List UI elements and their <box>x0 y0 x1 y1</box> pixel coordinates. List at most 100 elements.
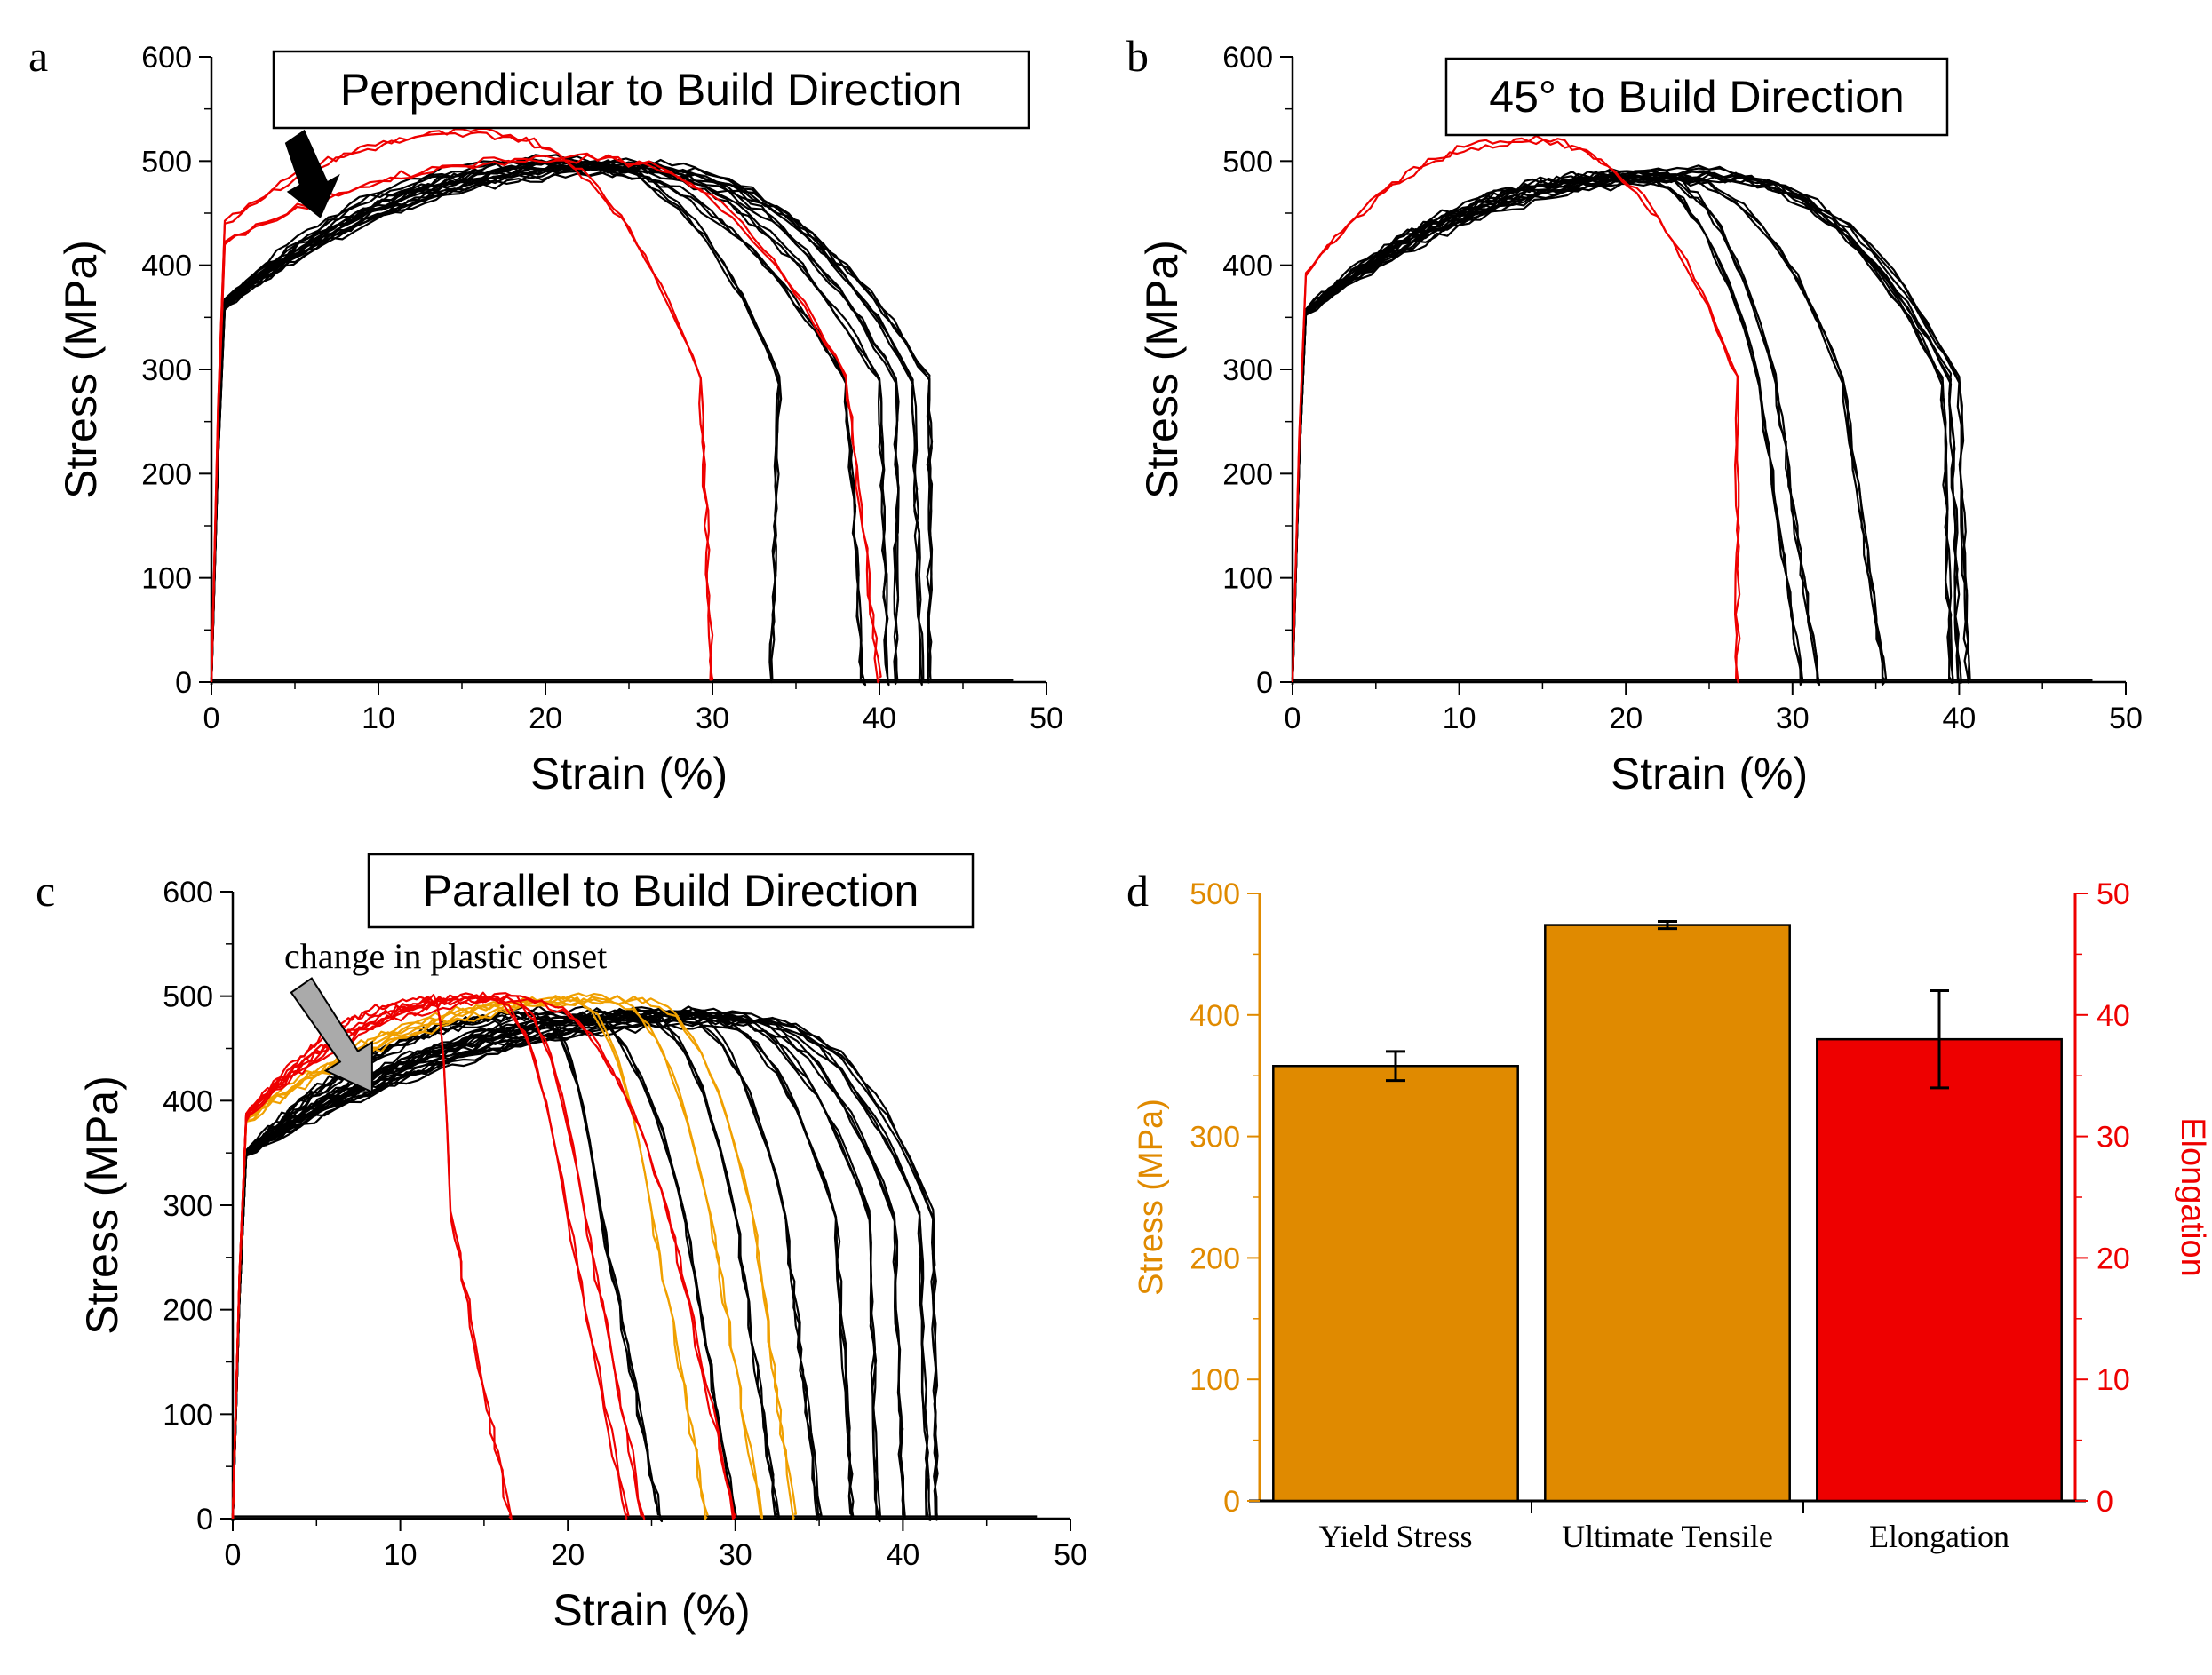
stress-strain-curve-black <box>1291 170 1803 681</box>
y-axis-title: Stress (MPa) <box>56 240 106 499</box>
stress-strain-curve-black <box>1291 177 1970 686</box>
y-tick-label: 400 <box>1222 250 1273 283</box>
title-box <box>272 50 1030 130</box>
stress-strain-curve-black <box>210 159 783 680</box>
stress-strain-curve-black <box>1291 169 1885 681</box>
y-tick-label: 500 <box>163 980 213 1014</box>
x-tick-label: 50 <box>1054 1538 1087 1572</box>
stress-strain-curve-red <box>231 996 513 1520</box>
left-tick-label: 0 <box>1223 1485 1240 1519</box>
bar-elongation <box>1816 1037 2063 1503</box>
x-axis-title: Strain (%) <box>553 1585 750 1635</box>
left-axis-title: Stress (MPa) <box>1133 1099 1170 1296</box>
panel-label-a: a <box>28 31 48 81</box>
stress-strain-curve-black <box>210 169 933 686</box>
y-tick-label: 100 <box>1222 562 1273 596</box>
stress-strain-curve-red <box>210 154 880 684</box>
y-tick-label: 600 <box>163 876 213 909</box>
right-tick-label: 50 <box>2097 877 2130 911</box>
y-tick-label: 100 <box>141 562 192 596</box>
category-label: Ultimate Tensile <box>1562 1519 1773 1554</box>
y-tick-label: 300 <box>141 353 192 387</box>
x-tick-label: 40 <box>886 1538 919 1572</box>
y-tick-label: 200 <box>141 457 192 491</box>
left-tick-label: 500 <box>1190 877 1240 911</box>
stress-strain-curve-black <box>231 1012 781 1520</box>
right-tick-label: 40 <box>2097 999 2130 1033</box>
x-tick-label: 30 <box>1776 702 1810 735</box>
chart-title: Parallel to Build Direction <box>423 866 919 916</box>
y-tick-label: 100 <box>163 1398 213 1432</box>
bar-yield-stress <box>1272 1065 1519 1503</box>
x-tick-label: 40 <box>1942 702 1976 735</box>
arrow-icon <box>290 977 373 1094</box>
bar-ultimate-tensile <box>1544 924 1791 1503</box>
x-tick-label: 20 <box>551 1538 585 1572</box>
stress-strain-curve-black <box>1291 172 1804 684</box>
arrow-icon <box>284 129 340 218</box>
x-tick-label: 0 <box>225 1538 242 1572</box>
stress-strain-curve-black <box>1291 167 1819 681</box>
y-tick-label: 400 <box>163 1084 213 1118</box>
left-tick-label: 300 <box>1190 1121 1240 1155</box>
y-tick-label: 500 <box>141 145 192 179</box>
left-tick-label: 100 <box>1190 1363 1240 1397</box>
y-axis-title: Stress (MPa) <box>77 1076 127 1335</box>
panel-label-d: d <box>1126 866 1149 916</box>
x-tick-label: 0 <box>203 702 220 735</box>
stress-strain-curve-black <box>231 1014 930 1520</box>
y-tick-label: 0 <box>175 666 192 700</box>
x-tick-label: 30 <box>719 1538 752 1572</box>
left-tick-label: 400 <box>1190 999 1240 1033</box>
chart-title: Perpendicular to Build Direction <box>340 65 962 115</box>
y-tick-label: 300 <box>1222 353 1273 387</box>
stress-strain-curve-red <box>231 996 736 1520</box>
stress-strain-curve-red <box>1291 134 1741 680</box>
y-tick-label: 0 <box>1256 666 1273 700</box>
x-tick-label: 50 <box>2109 702 2143 735</box>
x-axis-title: Strain (%) <box>1611 749 1808 798</box>
stress-strain-curve-black <box>231 1020 938 1522</box>
right-tick-label: 0 <box>2097 1485 2113 1519</box>
stress-strain-curve-black <box>1291 170 1960 680</box>
title-box <box>367 853 975 929</box>
x-tick-label: 30 <box>696 702 729 735</box>
y-tick-label: 600 <box>1222 41 1273 75</box>
panel-label-c: c <box>36 866 55 916</box>
category-label: Elongation <box>1869 1519 2009 1554</box>
y-tick-label: 600 <box>141 41 192 75</box>
y-tick-label: 200 <box>163 1294 213 1328</box>
y-tick-label: 500 <box>1222 145 1273 179</box>
x-tick-label: 40 <box>863 702 896 735</box>
x-tick-label: 50 <box>1030 702 1063 735</box>
right-tick-label: 30 <box>2097 1121 2130 1155</box>
category-label: Yield Stress <box>1318 1519 1472 1554</box>
stress-strain-curve-black <box>231 1016 664 1523</box>
y-tick-label: 0 <box>196 1503 213 1536</box>
stress-strain-curve-orange <box>231 996 764 1520</box>
stress-strain-curve-red <box>1291 137 1740 684</box>
stress-strain-curve-black <box>1291 174 1821 687</box>
y-tick-label: 400 <box>141 250 192 283</box>
stress-strain-curve-black <box>210 158 900 681</box>
stress-strain-curve-black <box>1291 174 1802 687</box>
right-axis-title: Elongation <box>2174 1117 2211 1277</box>
panel-d-bar-chart: 0 100 200 300 400 500 0 10 20 30 40 50 Stress (MPa) E… <box>1133 877 2211 1554</box>
x-axis-title: Strain (%) <box>530 749 728 798</box>
stress-strain-curve-black <box>231 1012 736 1522</box>
title-box <box>1444 57 1949 137</box>
stress-strain-curve-red <box>231 996 646 1520</box>
x-tick-label: 10 <box>1443 702 1476 735</box>
stress-strain-curve-red <box>210 127 714 681</box>
stress-strain-curve-red <box>231 994 736 1518</box>
x-tick-label: 10 <box>362 702 395 735</box>
x-tick-label: 0 <box>1285 702 1301 735</box>
panel-label-b: b <box>1126 31 1149 81</box>
right-tick-label: 10 <box>2097 1363 2130 1397</box>
x-tick-label: 20 <box>1609 702 1643 735</box>
x-tick-label: 10 <box>384 1538 418 1572</box>
